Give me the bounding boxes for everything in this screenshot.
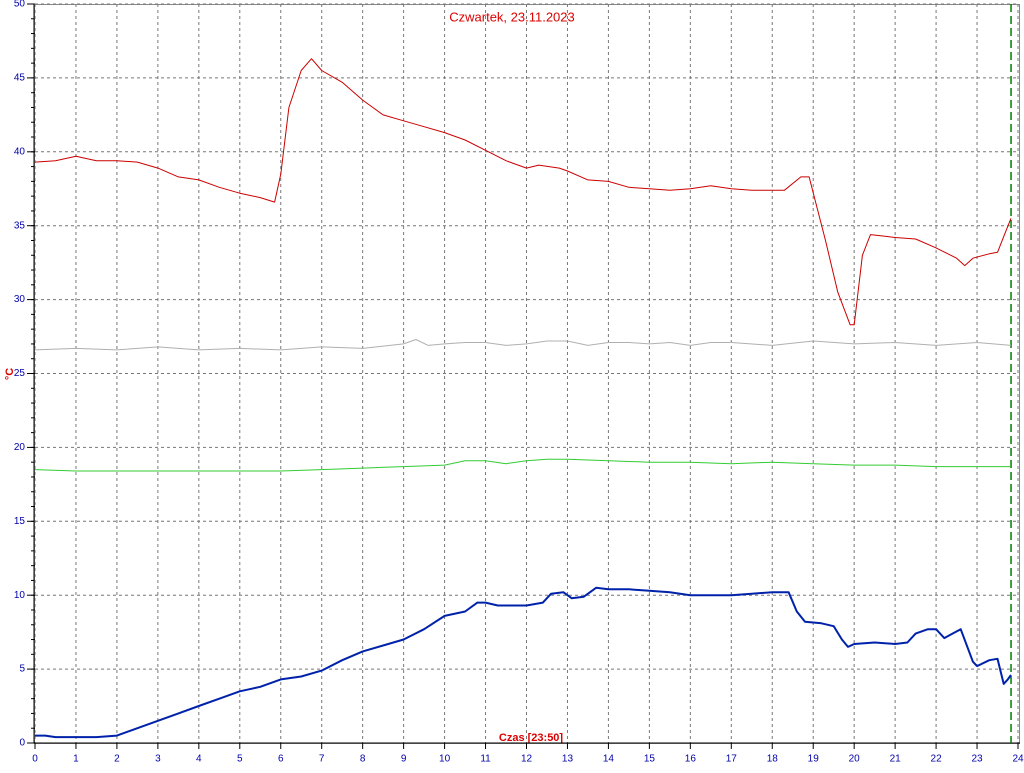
y-tick-label: 45 [14,73,26,84]
x-tick-label: 2 [114,754,120,765]
x-tick-label: 6 [278,754,284,765]
x-tick-label: 13 [562,754,574,765]
y-tick-label: 5 [19,664,25,675]
x-tick-label: 1 [73,754,79,765]
y-axis-label: °C [4,368,16,380]
x-tick-label: 14 [603,754,615,765]
x-tick-label: 17 [726,754,738,765]
x-tick-label: 22 [931,754,943,765]
x-tick-label: 7 [319,754,325,765]
x-tick-label: 11 [480,754,491,765]
series-line [35,586,1012,739]
x-tick-label: 3 [155,754,161,765]
x-tick-label: 15 [644,754,656,765]
x-tick-label: 4 [196,754,202,765]
y-tick-label: 10 [14,590,26,601]
y-tick-label: 50 [14,0,26,10]
y-tick-label: 0 [19,738,25,749]
x-tick-label: 16 [685,754,697,765]
y-tick-label: 20 [14,442,26,453]
x-tick-label: 8 [360,754,366,765]
y-tick-label: 30 [14,294,26,305]
y-tick-label: 40 [14,146,26,157]
x-tick-label: 23 [971,754,983,765]
chart-title: Czwartek, 23.11.2023 [449,9,575,24]
x-tick-label: 0 [32,754,38,765]
series-line [34,458,1011,472]
y-tick-label: 25 [14,368,26,379]
series-line [34,339,1012,351]
series-line [34,58,1012,326]
x-tick-label: 9 [401,754,407,765]
x-axis-label: Czas [23:50] [499,732,564,744]
x-tick-label: 10 [439,754,451,765]
x-tick-label: 5 [237,754,243,765]
x-tick-label: 24 [1012,754,1024,765]
y-tick-label: 15 [14,516,26,527]
y-tick-label: 35 [14,220,26,231]
x-tick-label: 18 [767,754,779,765]
x-tick-label: 19 [808,754,820,765]
x-tick-label: 12 [521,754,533,765]
x-tick-label: 21 [890,754,902,765]
x-tick-label: 20 [849,754,861,765]
